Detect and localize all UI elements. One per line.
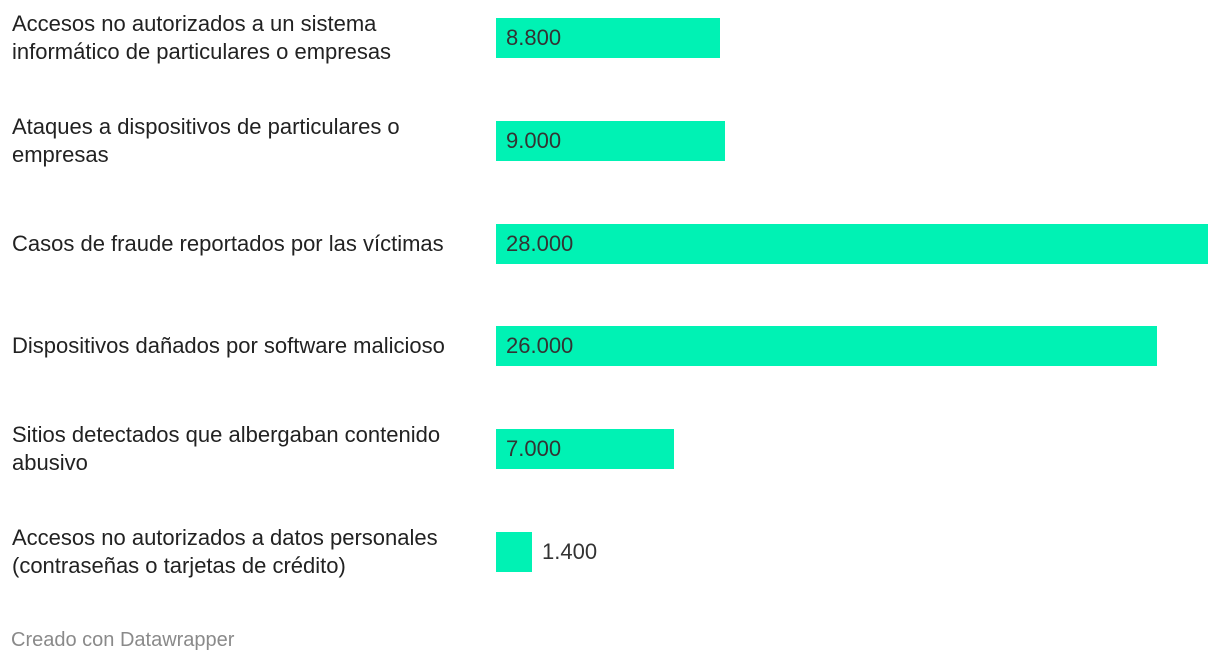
category-label: Casos de fraude reportados por las vícti… (12, 231, 444, 256)
value-label: 26.000 (506, 333, 574, 358)
bar (496, 224, 1208, 264)
category-label: Ataques a dispositivos de particulares o… (12, 114, 400, 167)
bar (496, 429, 674, 469)
value-label: 1.400 (542, 539, 598, 564)
value-label: 7.000 (506, 436, 562, 461)
value-label: 9.000 (506, 128, 562, 153)
bar-chart: Accesos no autorizados a un sistema info… (12, 11, 1208, 578)
category-label: Sitios detectados que albergaban conteni… (12, 422, 441, 475)
value-label: 28.000 (506, 231, 574, 256)
footer-credit: Creado con Datawrapper (11, 629, 235, 651)
bar (496, 18, 720, 58)
bar (496, 532, 532, 572)
category-label: Accesos no autorizados a un sistema info… (12, 11, 392, 64)
bar (496, 326, 1157, 366)
bar (496, 121, 725, 161)
category-label: Accesos no autorizados a datos personale… (12, 525, 438, 578)
category-label: Dispositivos dañados por software malici… (12, 333, 445, 358)
value-label: 8.800 (506, 25, 562, 50)
